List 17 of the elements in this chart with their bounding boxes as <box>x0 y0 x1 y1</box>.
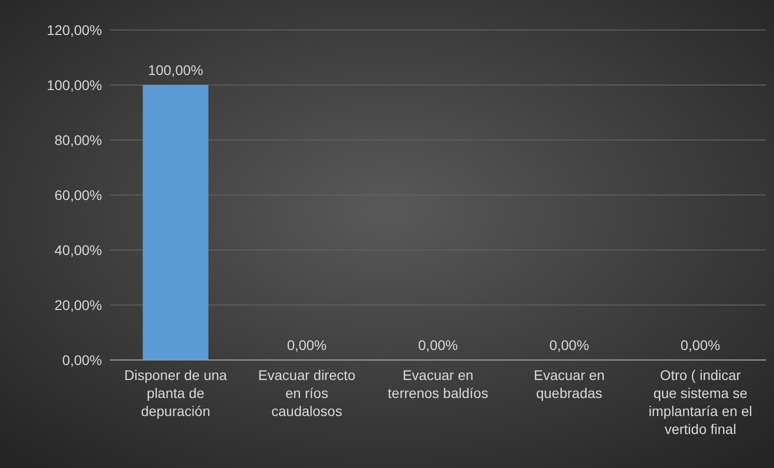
data-label: 0,00% <box>286 337 327 353</box>
data-label: 0,00% <box>418 337 458 353</box>
x-tick-label: Evacuar en terrenos baldíos <box>388 367 488 401</box>
data-label: 100,00% <box>148 62 204 78</box>
x-tick-label: Evacuar en quebradas <box>534 367 605 401</box>
y-tick-label: 0,00% <box>62 352 102 368</box>
y-tick-label: 60,00% <box>54 186 102 203</box>
y-tick-label: 20,00% <box>54 296 102 313</box>
x-tick-label: Evacuar directo en ríos caudalosos <box>258 367 356 419</box>
data-label: 0,00% <box>680 337 720 353</box>
data-label: 0,00% <box>549 337 590 353</box>
y-tick-label: 100,00% <box>46 76 102 93</box>
y-tick-label: 80,00% <box>54 132 102 148</box>
y-tick-label: 40,00% <box>54 242 102 258</box>
x-tick-label: Disponer de una planta de depuración <box>124 367 228 419</box>
x-tick-label: Otro ( indicar que sistema se implantaría en el vertido final <box>648 367 752 437</box>
y-tick-label: 120,00% <box>46 22 102 38</box>
